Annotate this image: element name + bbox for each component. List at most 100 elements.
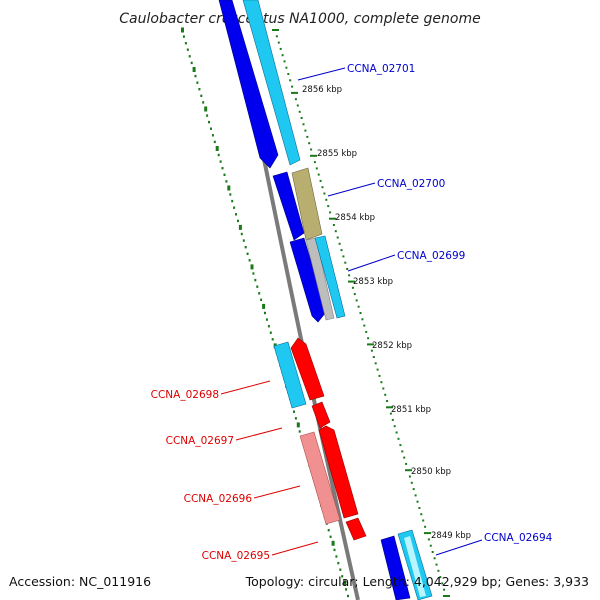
gene-arrow-blue-3[interactable] [289,237,327,323]
gene-arrow-cyan-2[interactable] [314,235,346,319]
gc-dot [285,66,288,69]
gc-dot [215,146,219,151]
gene-labels: CCNA_02701 CCNA_02700 CCNA_02699 CCNA_02… [151,63,553,562]
gc-dot [359,312,362,314]
gc-dot [223,173,226,176]
gene-label-CCNA_02698[interactable]: CCNA_02698 [151,389,219,401]
gc-dot [194,74,197,78]
gc-dot [291,91,298,94]
gene-arrow-red-2[interactable] [311,401,331,429]
gc-dot [238,224,242,230]
gc-dot [340,249,343,252]
kbp-tick-labels: 2856 kbp 2855 kbp 2854 kbp 2853 kbp 2852… [302,85,471,541]
gc-dot [327,205,330,208]
gc-dot [337,561,340,565]
gene-arrow-red-4[interactable] [345,517,367,541]
tick-label: 2850 kbp [411,467,451,477]
gc-dot [272,29,279,31]
gc-dot [206,114,209,117]
gc-dot [408,475,411,478]
leader-line [220,380,271,395]
gc-dot [329,211,332,214]
gc-dot [229,193,232,196]
gene-label-CCNA_02696[interactable]: CCNA_02696 [184,493,253,505]
gc-dot [204,106,208,112]
gc-dot [351,286,354,289]
gc-dot [248,259,251,262]
gc-dot [258,292,261,295]
gc-dot [294,417,297,420]
tick-label: 2851 kbp [391,405,431,415]
gc-dot [357,305,360,308]
gc-dot [342,255,345,258]
gene-arrow-red-3[interactable] [318,425,359,519]
gc-dot [237,219,239,223]
gc-dot [391,418,394,421]
gc-dot [339,568,342,571]
gc-dot [405,469,412,472]
gc-dot [287,73,290,75]
gc-dot [210,127,212,130]
gc-dot [302,123,305,126]
gc-dot [202,101,205,104]
gc-dot [443,595,450,597]
gene-label-CCNA_02699[interactable]: CCNA_02699 [397,250,465,262]
gc-dot [341,575,344,578]
gc-dot [315,167,318,170]
gene-arrow-blue-4[interactable] [380,535,411,600]
gc-dot [427,538,430,541]
gc-dot [325,198,328,201]
gene-arrow-cyan-1[interactable] [242,0,301,166]
gc-dot [384,393,387,396]
gc-dot [211,134,214,137]
gene-arrow-blue-1[interactable] [218,0,279,169]
gc-dot [333,548,336,552]
gc-dot [244,246,247,249]
gc-dot [332,224,335,226]
gc-dot [267,325,270,328]
gc-dot [327,529,330,532]
gene-arrow-blue-2[interactable] [272,171,305,241]
gc-dot [420,513,423,516]
gc-dot [338,242,341,245]
gc-dot [361,318,364,321]
gc-dot [412,488,415,491]
gc-dot [370,349,373,352]
gene-arrow-gray[interactable] [305,237,335,321]
gene-arrow-pink[interactable] [299,431,341,525]
gc-dot [431,551,434,553]
gc-dot [196,81,199,84]
gc-dot [422,519,425,522]
gene-label-CCNA_02694[interactable]: CCNA_02694 [484,532,553,544]
gene-arrow-red-1[interactable] [290,337,325,401]
gene-label-CCNA_02701[interactable]: CCNA_02701 [347,63,415,75]
gc-dot [246,252,249,255]
gc-dot [376,368,379,371]
gc-dot [219,160,222,163]
gc-dot [435,563,438,566]
gc-dot [363,324,366,327]
gc-dot [353,293,356,296]
gc-dot [300,117,303,119]
leader-line [435,539,483,556]
leader-line [297,67,346,81]
gene-label-CCNA_02700[interactable]: CCNA_02700 [377,178,445,190]
gc-dot [304,129,307,132]
gene-label-CCNA_02697[interactable]: CCNA_02697 [166,435,234,447]
gc-dot [403,456,406,459]
gc-dot [298,430,301,433]
leader-line [271,541,319,556]
gc-dot [225,180,228,183]
gc-dot [382,387,385,390]
gc-dot [344,261,347,264]
gc-dot [414,494,417,497]
gc-dot [275,35,278,38]
gene-arrow-khaki[interactable] [291,167,323,241]
gc-dot [306,135,309,138]
gene-arrow-cyan-4[interactable] [273,341,307,409]
gc-dot [198,88,201,91]
gc-dot [329,535,332,538]
gene-label-CCNA_02695[interactable]: CCNA_02695 [202,550,270,562]
gc-dot [200,94,203,97]
